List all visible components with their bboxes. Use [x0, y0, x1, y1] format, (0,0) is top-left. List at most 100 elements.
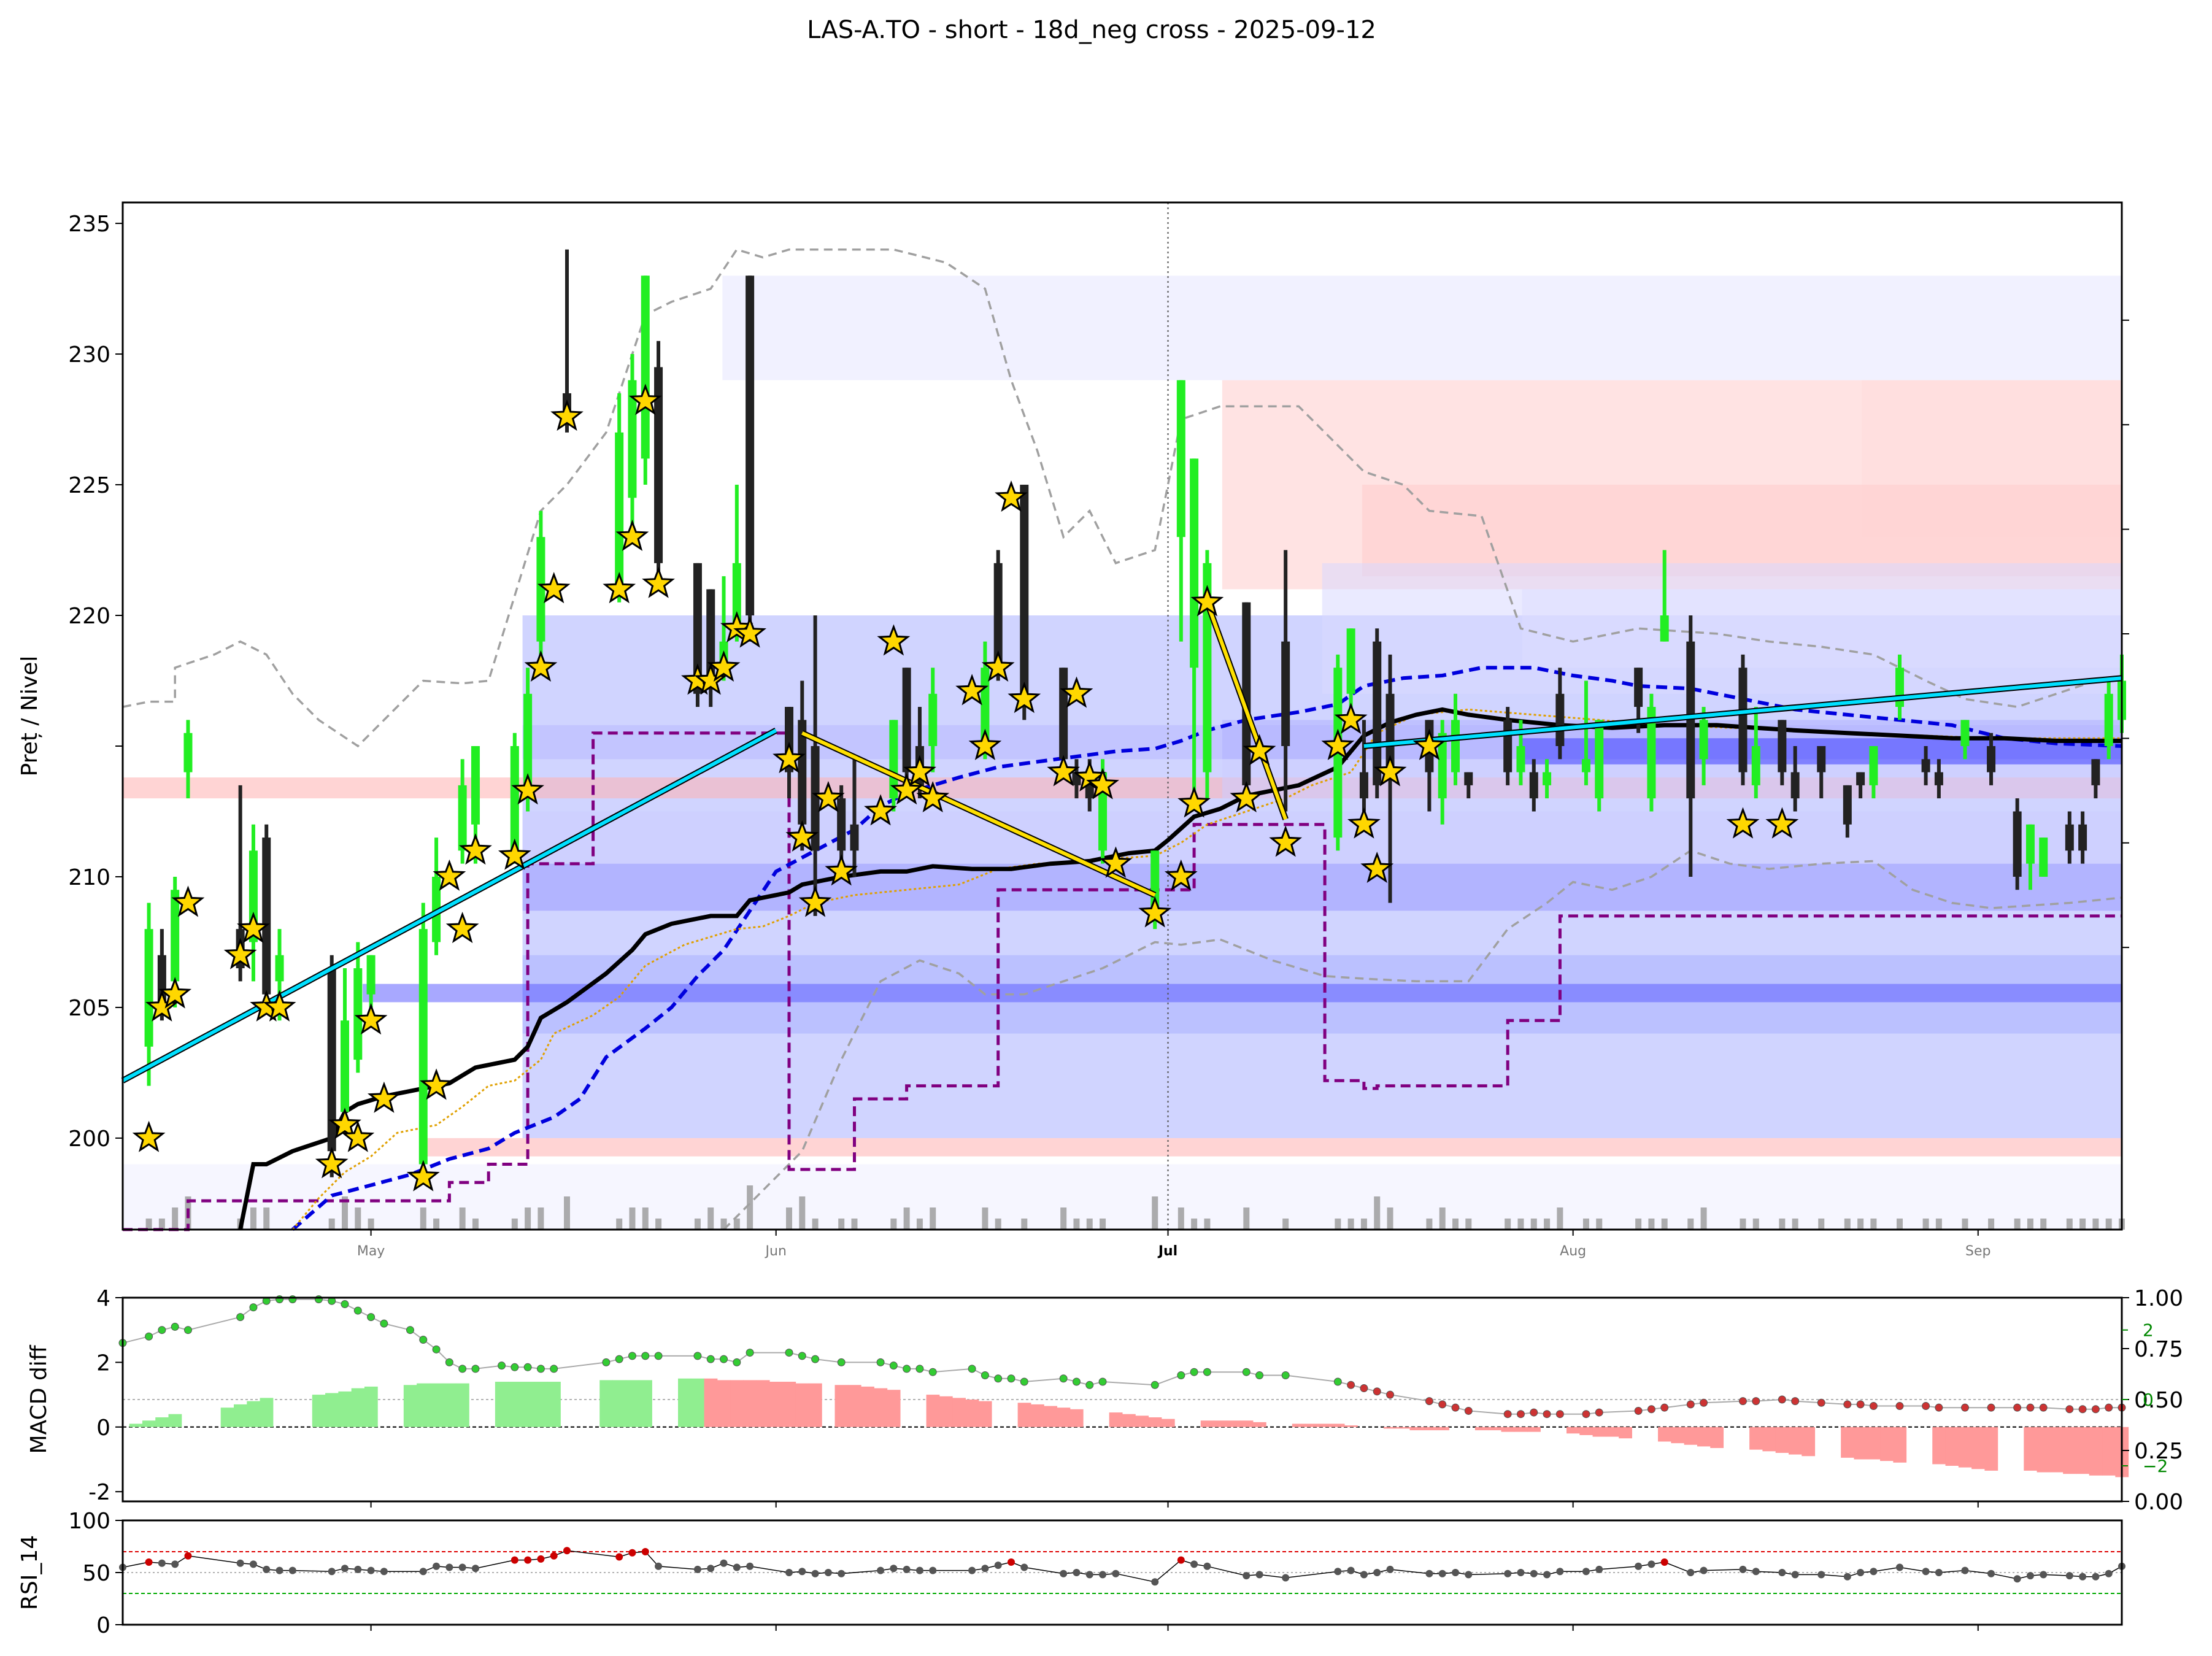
rsi-point — [1922, 1568, 1930, 1576]
volume-bar — [459, 1207, 466, 1230]
macd-hist-bar — [1971, 1427, 1985, 1469]
signal-star — [368, 1081, 401, 1113]
macd-point — [1098, 1377, 1107, 1386]
rsi-point — [1635, 1562, 1643, 1570]
rsi-point — [1543, 1571, 1551, 1579]
rsi-point — [380, 1568, 388, 1576]
rsi-point — [276, 1566, 283, 1574]
volume-bar — [172, 1207, 179, 1230]
macd-hist-bar — [2089, 1427, 2103, 1476]
upper-band-line — [122, 248, 2122, 748]
rsi-point — [929, 1566, 937, 1574]
macd-point — [2039, 1403, 2048, 1412]
macd-axes: -2 0 2 4 0.00 0.25 0.50 0.75 1.00 2 0 −2 — [88, 1286, 2183, 1515]
rsi-point — [746, 1562, 754, 1570]
macd-point — [889, 1361, 898, 1370]
signal-star — [1047, 755, 1081, 787]
macd-point — [706, 1355, 715, 1363]
macd-point — [615, 1355, 623, 1363]
rsi-point — [915, 1566, 923, 1574]
rsi-point — [1935, 1569, 1943, 1576]
macd-hist-bar — [1789, 1427, 1802, 1455]
signal-star — [773, 742, 806, 774]
rsi-point — [1556, 1568, 1564, 1576]
signal-star — [642, 566, 675, 598]
signal-star — [445, 911, 479, 944]
macd-point — [2026, 1403, 2035, 1412]
rsi-point — [1243, 1572, 1251, 1580]
candle-body — [732, 563, 741, 629]
macd-hist-bar — [338, 1391, 352, 1427]
rsi-point — [445, 1563, 453, 1571]
month-label: Jul — [1157, 1244, 1177, 1259]
macd-hist-bar — [1527, 1427, 1541, 1432]
signal-star — [628, 383, 662, 415]
macd-hist-bar — [1017, 1403, 1031, 1427]
macd-point — [314, 1295, 323, 1304]
rsi-point — [563, 1547, 571, 1555]
volume-bar — [1661, 1219, 1668, 1230]
macd-hist-bar — [1292, 1423, 1306, 1427]
macd-hist-bar — [1135, 1415, 1149, 1427]
rsi-y-tick-label: 0 — [96, 1613, 110, 1638]
macd-hist-bar — [1514, 1427, 1528, 1432]
signal-star — [171, 885, 205, 917]
rsi-point — [1386, 1565, 1394, 1573]
macd-hist-bar — [625, 1380, 639, 1427]
macd-hist-bar — [926, 1395, 940, 1427]
macd-point — [1778, 1395, 1786, 1404]
rsi-point — [1099, 1571, 1107, 1579]
signal-star — [1086, 768, 1119, 799]
candle-body — [1634, 668, 1643, 707]
volume-bar — [1740, 1219, 1746, 1230]
candle-body — [1778, 720, 1787, 772]
macd-point — [145, 1332, 153, 1341]
signal-star — [812, 780, 845, 813]
macd-hist-bar — [1619, 1427, 1632, 1439]
macd-point — [1895, 1402, 1904, 1411]
rsi-point — [1438, 1569, 1446, 1577]
macd-hist-bar — [1030, 1404, 1044, 1427]
signal-star — [1412, 728, 1446, 760]
macd-point — [2013, 1403, 2022, 1412]
price-y-label: Preț / Nivel — [17, 656, 42, 777]
macd-hist-bar — [1501, 1427, 1515, 1432]
macd-green-tick-label: −2 — [2143, 1456, 2168, 1476]
price-axes: 200 205 210 220 225 230 235 May Jun Jul Aug Sep — [68, 212, 2129, 1259]
macd-point — [1686, 1400, 1695, 1409]
signal-star — [968, 728, 1002, 760]
macd-point — [367, 1313, 376, 1322]
macd-point — [445, 1358, 453, 1366]
candle-body — [615, 432, 624, 590]
candle-body — [1529, 772, 1538, 799]
rsi-point — [1282, 1574, 1290, 1582]
rsi-point — [145, 1558, 153, 1566]
rsi-point — [524, 1556, 532, 1564]
volume-bar — [916, 1219, 923, 1230]
rsi-point — [1020, 1563, 1028, 1571]
candle-body — [418, 929, 428, 1165]
rsi-point — [1595, 1565, 1603, 1573]
macd-point — [1190, 1368, 1198, 1376]
macd-point — [249, 1303, 258, 1312]
volume-bar — [1517, 1219, 1524, 1230]
macd-hist-bar — [247, 1401, 261, 1427]
macd-point — [1530, 1408, 1538, 1417]
macd-hist-bar — [417, 1383, 430, 1427]
signal-star — [1138, 896, 1172, 928]
macd-hist-bar — [691, 1378, 705, 1427]
rsi-point — [433, 1562, 441, 1570]
macd-point — [1634, 1406, 1643, 1415]
rsi-point — [367, 1566, 375, 1574]
rsi-y-tick-label: 50 — [82, 1561, 110, 1586]
macd-hist-bar — [1802, 1427, 1816, 1457]
rsi-point — [733, 1563, 741, 1571]
volume-bar — [1935, 1219, 1942, 1230]
rsi-point — [838, 1569, 846, 1577]
macd-point — [1543, 1410, 1551, 1419]
volume-bar — [655, 1219, 662, 1230]
macd-hist-bar — [743, 1380, 757, 1427]
volume-bar — [145, 1219, 152, 1230]
volume-bar — [890, 1219, 897, 1230]
macd-right-tick-label: 0.50 — [2134, 1388, 2183, 1413]
